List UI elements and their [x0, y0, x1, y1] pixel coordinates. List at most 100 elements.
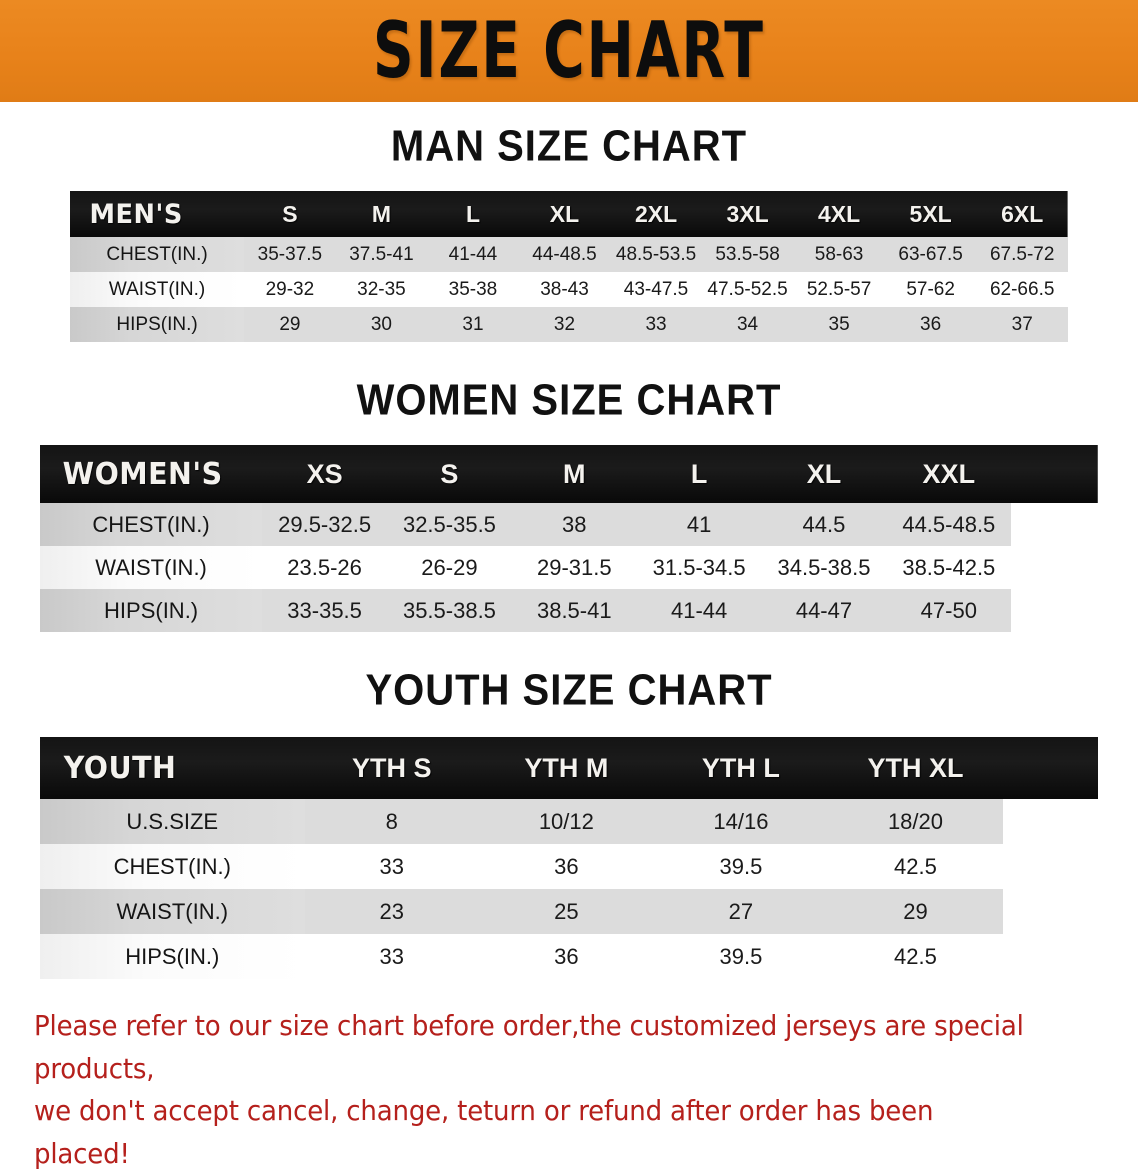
- youth-row-label-0: U.S.SIZE: [40, 799, 305, 844]
- man-cell-0-0: 35-37.5: [244, 237, 336, 272]
- women-cell-2-5: 47-50: [886, 589, 1012, 632]
- table-row: WAIST(IN.) 23 25 27 29: [40, 889, 1098, 934]
- youth-header-row: YOUTH YTH S YTH M YTH L YTH XL: [40, 737, 1098, 799]
- man-col-header-4: 2XL: [634, 200, 678, 227]
- youth-table-body: U.S.SIZE 8 10/12 14/16 18/20 CHEST(IN.) …: [40, 799, 1098, 979]
- women-cell-1-4: 34.5-38.5: [761, 546, 887, 589]
- women-col-header-5: XXL: [922, 458, 976, 489]
- women-cell-1-1: 26-29: [387, 546, 512, 589]
- man-col-header-1: M: [371, 200, 392, 227]
- women-row-spacer-1: [1011, 546, 1098, 589]
- women-cell-2-3: 41-44: [636, 589, 762, 632]
- women-header-spacer: [1011, 445, 1098, 503]
- man-cell-2-2: 31: [427, 307, 519, 342]
- man-cell-0-8: 67.5-72: [976, 237, 1068, 272]
- women-size-table-wrap: WOMEN'S XS S M L XL XXL CHEST(IN.) 29.5-…: [40, 445, 1098, 632]
- women-cell-2-0: 33-35.5: [262, 589, 388, 632]
- man-table-body: CHEST(IN.) 35-37.5 37.5-41 41-44 44-48.5…: [70, 237, 1068, 342]
- man-size-table: MEN'S S M L XL 2XL 3XL 4XL 5XL 6XL CHEST…: [70, 191, 1068, 342]
- women-section-title: WOMEN SIZE CHART: [356, 375, 782, 425]
- man-cell-1-4: 43-47.5: [610, 272, 702, 307]
- man-header-row: MEN'S S M L XL 2XL 3XL 4XL 5XL 6XL: [70, 191, 1068, 237]
- man-col-header-7: 5XL: [909, 200, 952, 227]
- youth-section-title: YOUTH SIZE CHART: [365, 665, 773, 715]
- man-cell-0-5: 53.5-58: [701, 237, 794, 272]
- table-row: CHEST(IN.) 33 36 39.5 42.5: [40, 844, 1098, 889]
- youth-cell-0-0: 8: [304, 799, 480, 844]
- youth-cell-3-0: 33: [304, 934, 480, 979]
- women-cell-1-2: 29-31.5: [511, 546, 637, 589]
- women-row-spacer-2: [1011, 589, 1098, 632]
- man-col-header-2: L: [465, 200, 480, 227]
- women-cell-2-1: 35.5-38.5: [387, 589, 512, 632]
- table-row: CHEST(IN.) 29.5-32.5 32.5-35.5 38 41 44.…: [40, 503, 1098, 546]
- women-row-spacer-0: [1011, 503, 1098, 546]
- man-row-label-0: CHEST(IN.): [70, 237, 245, 272]
- man-cell-0-1: 37.5-41: [335, 237, 428, 272]
- youth-size-table: YOUTH YTH S YTH M YTH L YTH XL U.S.SIZE …: [40, 737, 1098, 979]
- youth-cell-1-2: 39.5: [653, 844, 829, 889]
- women-row-label-1: WAIST(IN.): [40, 546, 263, 589]
- man-cell-0-3: 44-48.5: [518, 237, 611, 272]
- women-col-header-2: M: [563, 458, 586, 489]
- man-cell-0-6: 58-63: [793, 237, 885, 272]
- page-title: SIZE CHART: [373, 4, 765, 96]
- man-cell-0-2: 41-44: [427, 237, 519, 272]
- man-cell-1-3: 38-43: [518, 272, 611, 307]
- man-cell-1-2: 35-38: [427, 272, 519, 307]
- women-col-header-4: XL: [806, 458, 842, 489]
- youth-col-header-0: YTH S: [352, 752, 432, 783]
- man-cell-2-5: 34: [701, 307, 794, 342]
- man-cell-2-8: 37: [976, 307, 1068, 342]
- women-cell-2-2: 38.5-41: [511, 589, 637, 632]
- youth-cell-3-2: 39.5: [653, 934, 829, 979]
- women-col-header-0: XS: [306, 458, 343, 489]
- table-row: HIPS(IN.) 33 36 39.5 42.5: [40, 934, 1098, 979]
- women-cell-0-3: 41: [636, 503, 762, 546]
- man-table-header: MEN'S S M L XL 2XL 3XL 4XL 5XL 6XL: [70, 191, 1068, 237]
- youth-cell-1-1: 36: [479, 844, 654, 889]
- youth-size-table-wrap: YOUTH YTH S YTH M YTH L YTH XL U.S.SIZE …: [40, 737, 1098, 979]
- women-cell-1-0: 23.5-26: [262, 546, 388, 589]
- table-row: HIPS(IN.) 29 30 31 32 33 34 35 36 37: [70, 307, 1068, 342]
- youth-row-spacer-0: [1003, 799, 1098, 844]
- youth-row-label-3: HIPS(IN.): [40, 934, 305, 979]
- man-cell-0-4: 48.5-53.5: [610, 237, 702, 272]
- youth-table-header: YOUTH YTH S YTH M YTH L YTH XL: [40, 737, 1098, 799]
- man-cell-1-6: 52.5-57: [793, 272, 885, 307]
- man-cell-2-7: 36: [884, 307, 977, 342]
- man-row-label-2: HIPS(IN.): [70, 307, 245, 342]
- table-row: HIPS(IN.) 33-35.5 35.5-38.5 38.5-41 41-4…: [40, 589, 1098, 632]
- youth-cell-2-2: 27: [653, 889, 829, 934]
- table-row: CHEST(IN.) 35-37.5 37.5-41 41-44 44-48.5…: [70, 237, 1068, 272]
- youth-cell-1-0: 33: [304, 844, 480, 889]
- man-row-label-1: WAIST(IN.): [70, 272, 245, 307]
- youth-cell-2-1: 25: [479, 889, 654, 934]
- women-corner-header: WOMEN'S: [62, 456, 223, 492]
- man-cell-2-4: 33: [610, 307, 702, 342]
- women-cell-0-0: 29.5-32.5: [262, 503, 388, 546]
- man-cell-1-7: 57-62: [884, 272, 977, 307]
- women-cell-1-3: 31.5-34.5: [636, 546, 762, 589]
- women-col-header-1: S: [440, 458, 459, 489]
- women-col-header-3: L: [690, 458, 708, 489]
- youth-header-spacer: [1003, 737, 1098, 799]
- youth-cell-1-3: 42.5: [828, 844, 1003, 889]
- youth-cell-3-1: 36: [479, 934, 654, 979]
- women-table-header: WOMEN'S XS S M L XL XXL: [40, 445, 1098, 503]
- man-cell-1-5: 47.5-52.5: [701, 272, 794, 307]
- youth-col-header-3: YTH XL: [867, 752, 964, 783]
- youth-row-label-1: CHEST(IN.): [40, 844, 305, 889]
- youth-corner-header: YOUTH: [63, 750, 177, 786]
- youth-cell-0-2: 14/16: [653, 799, 829, 844]
- youth-col-header-2: YTH L: [701, 752, 780, 783]
- man-col-header-6: 4XL: [818, 200, 861, 227]
- man-cell-2-3: 32: [518, 307, 611, 342]
- man-col-header-8: 6XL: [1001, 200, 1044, 227]
- youth-row-label-2: WAIST(IN.): [40, 889, 305, 934]
- man-col-header-3: XL: [549, 200, 580, 227]
- women-cell-0-4: 44.5: [761, 503, 887, 546]
- women-cell-0-5: 44.5-48.5: [886, 503, 1012, 546]
- table-row: U.S.SIZE 8 10/12 14/16 18/20: [40, 799, 1098, 844]
- man-cell-0-7: 63-67.5: [884, 237, 977, 272]
